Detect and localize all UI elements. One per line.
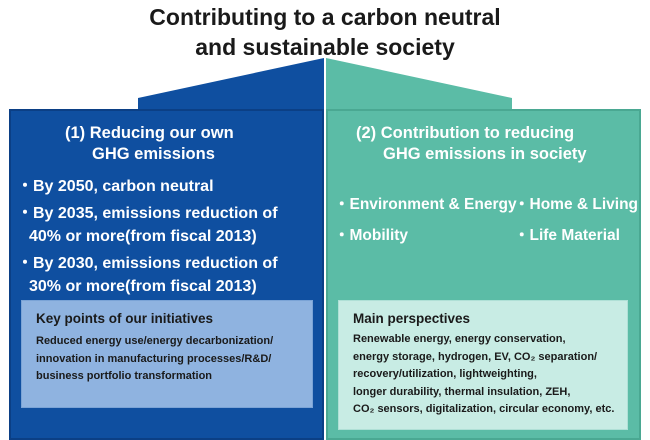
target-item-cont: 40% or more(from fiscal 2013) <box>29 228 257 245</box>
initiatives-box-line: Reduced energy use/energy decarbonizatio… <box>36 335 274 347</box>
initiatives-box-body: Reduced energy use/energy decarbonizatio… <box>36 333 273 386</box>
initiatives-box: Key points of our initiatives Reduced en… <box>21 300 313 408</box>
perspectives-box-line: energy storage, hydrogen, EV, CO₂ separa… <box>353 350 598 363</box>
field-item: ・Mobility <box>334 227 409 244</box>
perspectives-box-line: Renewable energy, energy conservation, <box>353 333 566 345</box>
field-item: ・Life Material <box>514 227 620 244</box>
roof-arrow <box>138 58 512 112</box>
target-item: ・By 2035, emissions reduction of <box>17 205 278 222</box>
panel-right-heading-line: GHG emissions in society <box>383 145 587 163</box>
panel-left-heading-line: (1) Reducing our own <box>65 124 234 142</box>
target-item-cont: 30% or more(from fiscal 2013) <box>29 278 257 295</box>
perspectives-box: Main perspectives Renewable energy, ener… <box>338 300 628 430</box>
title-line-1: Contributing to a carbon neutral <box>149 4 501 30</box>
panel-right-heading: (2) Contribution to reducing GHG emissio… <box>356 123 587 165</box>
title-line-2: and sustainable society <box>195 34 455 60</box>
field-item: ・Environment & Energy <box>334 196 517 213</box>
target-item: ・By 2030, emissions reduction of <box>17 255 278 272</box>
initiatives-box-line: innovation in manufacturing processes/R&… <box>36 352 272 365</box>
initiatives-box-title: Key points of our initiatives <box>36 311 214 326</box>
diagram-title: Contributing to a carbon neutral and sus… <box>0 2 650 62</box>
panel-own-emissions: (1) Reducing our own GHG emissions ・By 2… <box>9 109 324 440</box>
perspectives-box-line: longer durability, thermal insulation, Z… <box>353 385 571 398</box>
target-item: ・By 2050, carbon neutral <box>17 178 214 195</box>
field-item: ・Home & Living <box>514 196 639 213</box>
perspectives-box-line: CO₂ sensors, digitalization, circular ec… <box>353 403 615 415</box>
panel-left-heading: (1) Reducing our own GHG emissions <box>65 123 234 165</box>
roof-right-half <box>326 58 512 112</box>
perspectives-box-title: Main perspectives <box>353 311 471 326</box>
target-list: ・By 2050, carbon neutral ・By 2035, emiss… <box>17 175 278 298</box>
roof-left-half <box>138 58 324 112</box>
perspectives-box-line: recovery/utilization, lightweighting, <box>353 368 537 380</box>
panel-right-heading-line: (2) Contribution to reducing <box>356 124 575 142</box>
panel-left-heading-line: GHG emissions <box>92 145 215 163</box>
initiatives-box-line: business portfolio transformation <box>36 370 213 382</box>
perspectives-box-body: Renewable energy, energy conservation, e… <box>353 331 614 419</box>
panel-society-emissions: (2) Contribution to reducing GHG emissio… <box>326 109 641 440</box>
